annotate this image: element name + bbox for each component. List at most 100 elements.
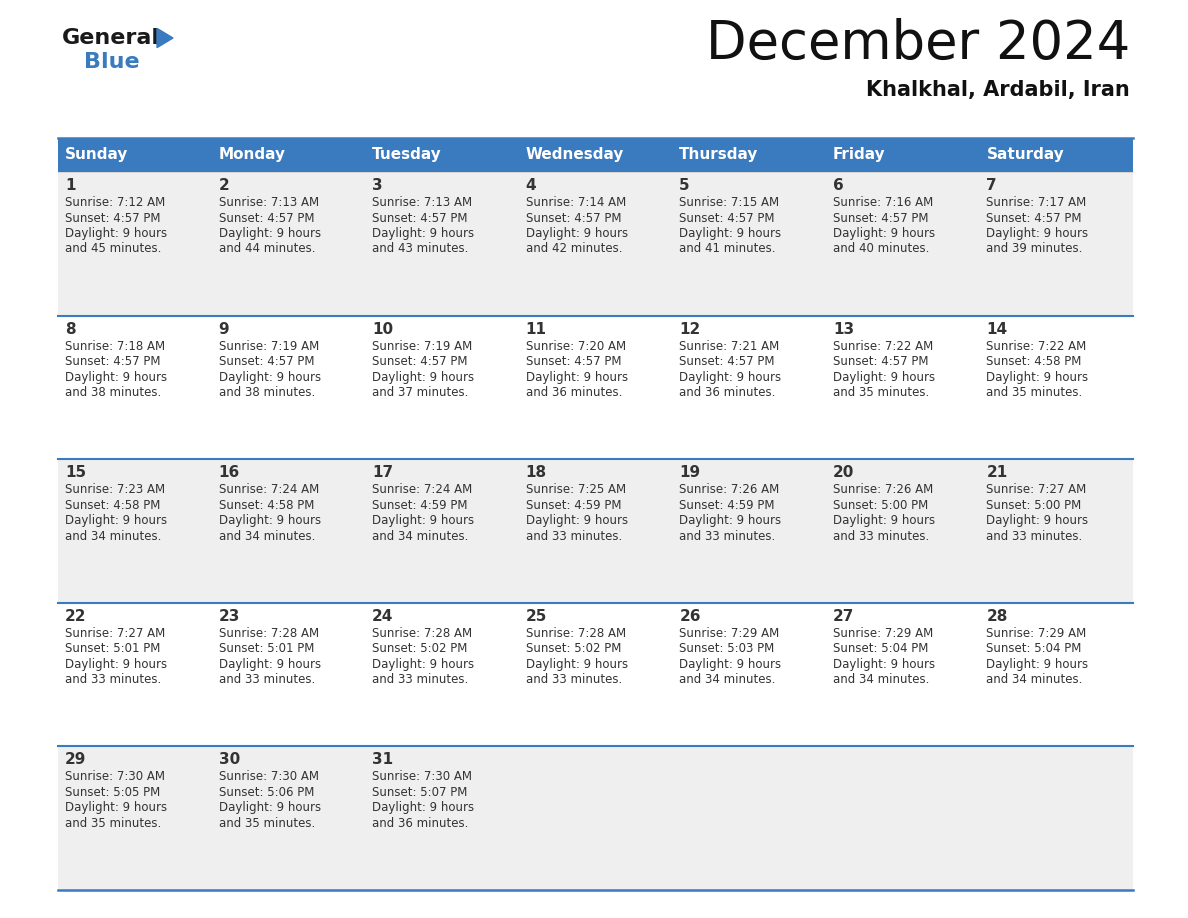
Text: and 33 minutes.: and 33 minutes. <box>833 530 929 543</box>
Text: Sunrise: 7:24 AM: Sunrise: 7:24 AM <box>219 483 318 497</box>
Text: Sunrise: 7:27 AM: Sunrise: 7:27 AM <box>65 627 165 640</box>
Text: Daylight: 9 hours: Daylight: 9 hours <box>372 371 474 384</box>
Bar <box>365 138 519 172</box>
Text: Daylight: 9 hours: Daylight: 9 hours <box>219 371 321 384</box>
Text: and 42 minutes.: and 42 minutes. <box>526 242 623 255</box>
Text: Sunset: 5:02 PM: Sunset: 5:02 PM <box>526 643 621 655</box>
Text: Daylight: 9 hours: Daylight: 9 hours <box>526 514 627 527</box>
Text: and 33 minutes.: and 33 minutes. <box>372 673 468 687</box>
Bar <box>672 603 826 746</box>
Text: 12: 12 <box>680 321 701 337</box>
Text: Sunrise: 7:14 AM: Sunrise: 7:14 AM <box>526 196 626 209</box>
Text: 13: 13 <box>833 321 854 337</box>
Text: 8: 8 <box>65 321 76 337</box>
Text: and 34 minutes.: and 34 minutes. <box>65 530 162 543</box>
Text: and 38 minutes.: and 38 minutes. <box>65 386 162 399</box>
Text: Sunset: 4:57 PM: Sunset: 4:57 PM <box>526 355 621 368</box>
Bar <box>979 459 1133 603</box>
Text: Sunset: 5:04 PM: Sunset: 5:04 PM <box>833 643 928 655</box>
Text: Sunset: 5:06 PM: Sunset: 5:06 PM <box>219 786 314 799</box>
Text: Sunset: 5:05 PM: Sunset: 5:05 PM <box>65 786 160 799</box>
Text: Daylight: 9 hours: Daylight: 9 hours <box>372 514 474 527</box>
Bar <box>672 746 826 890</box>
Text: Sunset: 4:59 PM: Sunset: 4:59 PM <box>526 498 621 511</box>
Text: Sunrise: 7:20 AM: Sunrise: 7:20 AM <box>526 340 626 353</box>
Text: Saturday: Saturday <box>986 148 1064 162</box>
Bar <box>58 138 211 172</box>
Text: and 34 minutes.: and 34 minutes. <box>372 530 468 543</box>
Text: Daylight: 9 hours: Daylight: 9 hours <box>986 658 1088 671</box>
Bar <box>519 316 672 459</box>
Text: Daylight: 9 hours: Daylight: 9 hours <box>65 227 168 240</box>
Text: Sunset: 5:03 PM: Sunset: 5:03 PM <box>680 643 775 655</box>
Text: 31: 31 <box>372 753 393 767</box>
Text: Daylight: 9 hours: Daylight: 9 hours <box>986 227 1088 240</box>
Text: Daylight: 9 hours: Daylight: 9 hours <box>526 227 627 240</box>
Text: 27: 27 <box>833 609 854 624</box>
Text: Sunset: 4:58 PM: Sunset: 4:58 PM <box>986 355 1082 368</box>
Text: 25: 25 <box>526 609 548 624</box>
Text: 22: 22 <box>65 609 87 624</box>
Text: Blue: Blue <box>84 52 140 72</box>
Text: and 38 minutes.: and 38 minutes. <box>219 386 315 399</box>
Text: Sunset: 4:57 PM: Sunset: 4:57 PM <box>526 211 621 225</box>
Text: Sunrise: 7:21 AM: Sunrise: 7:21 AM <box>680 340 779 353</box>
Bar <box>211 138 365 172</box>
Text: Sunrise: 7:17 AM: Sunrise: 7:17 AM <box>986 196 1087 209</box>
Text: 6: 6 <box>833 178 843 193</box>
Bar <box>979 603 1133 746</box>
Text: Sunset: 4:57 PM: Sunset: 4:57 PM <box>372 211 468 225</box>
Text: 20: 20 <box>833 465 854 480</box>
Bar <box>58 603 211 746</box>
Bar <box>826 138 979 172</box>
Text: Sunset: 4:57 PM: Sunset: 4:57 PM <box>372 355 468 368</box>
Text: Sunrise: 7:29 AM: Sunrise: 7:29 AM <box>680 627 779 640</box>
Bar <box>365 603 519 746</box>
Bar <box>979 172 1133 316</box>
Text: and 34 minutes.: and 34 minutes. <box>833 673 929 687</box>
Text: Sunset: 5:01 PM: Sunset: 5:01 PM <box>65 643 160 655</box>
Text: and 34 minutes.: and 34 minutes. <box>986 673 1082 687</box>
Bar <box>826 459 979 603</box>
Text: and 33 minutes.: and 33 minutes. <box>526 673 623 687</box>
Text: Sunset: 4:57 PM: Sunset: 4:57 PM <box>65 211 160 225</box>
Text: Sunrise: 7:19 AM: Sunrise: 7:19 AM <box>372 340 473 353</box>
Text: Sunrise: 7:27 AM: Sunrise: 7:27 AM <box>986 483 1087 497</box>
Text: and 34 minutes.: and 34 minutes. <box>680 673 776 687</box>
Bar <box>211 316 365 459</box>
Text: 7: 7 <box>986 178 997 193</box>
Text: Daylight: 9 hours: Daylight: 9 hours <box>833 371 935 384</box>
Text: Sunrise: 7:12 AM: Sunrise: 7:12 AM <box>65 196 165 209</box>
Text: 10: 10 <box>372 321 393 337</box>
Text: Daylight: 9 hours: Daylight: 9 hours <box>986 371 1088 384</box>
Bar <box>365 172 519 316</box>
Text: Daylight: 9 hours: Daylight: 9 hours <box>680 658 782 671</box>
Text: Sunset: 4:58 PM: Sunset: 4:58 PM <box>65 498 160 511</box>
Text: Sunset: 5:02 PM: Sunset: 5:02 PM <box>372 643 468 655</box>
Text: Daylight: 9 hours: Daylight: 9 hours <box>833 227 935 240</box>
Bar <box>979 746 1133 890</box>
Text: Daylight: 9 hours: Daylight: 9 hours <box>526 371 627 384</box>
Text: 2: 2 <box>219 178 229 193</box>
Text: Sunrise: 7:22 AM: Sunrise: 7:22 AM <box>986 340 1087 353</box>
Text: Wednesday: Wednesday <box>526 148 624 162</box>
Text: Tuesday: Tuesday <box>372 148 442 162</box>
Text: Sunset: 4:57 PM: Sunset: 4:57 PM <box>680 355 775 368</box>
Text: Daylight: 9 hours: Daylight: 9 hours <box>526 658 627 671</box>
Text: Daylight: 9 hours: Daylight: 9 hours <box>65 658 168 671</box>
Text: 1: 1 <box>65 178 76 193</box>
Text: Daylight: 9 hours: Daylight: 9 hours <box>219 514 321 527</box>
Text: Khalkhal, Ardabil, Iran: Khalkhal, Ardabil, Iran <box>866 80 1130 100</box>
Text: Sunset: 5:04 PM: Sunset: 5:04 PM <box>986 643 1082 655</box>
Bar <box>979 138 1133 172</box>
Text: Sunrise: 7:26 AM: Sunrise: 7:26 AM <box>833 483 933 497</box>
Bar <box>826 172 979 316</box>
Text: Sunrise: 7:29 AM: Sunrise: 7:29 AM <box>986 627 1087 640</box>
Text: Sunset: 4:57 PM: Sunset: 4:57 PM <box>680 211 775 225</box>
Text: and 36 minutes.: and 36 minutes. <box>526 386 623 399</box>
Text: Sunset: 5:00 PM: Sunset: 5:00 PM <box>986 498 1082 511</box>
Text: and 36 minutes.: and 36 minutes. <box>680 386 776 399</box>
Text: Daylight: 9 hours: Daylight: 9 hours <box>680 227 782 240</box>
Text: 19: 19 <box>680 465 701 480</box>
Text: Sunset: 4:57 PM: Sunset: 4:57 PM <box>219 355 314 368</box>
